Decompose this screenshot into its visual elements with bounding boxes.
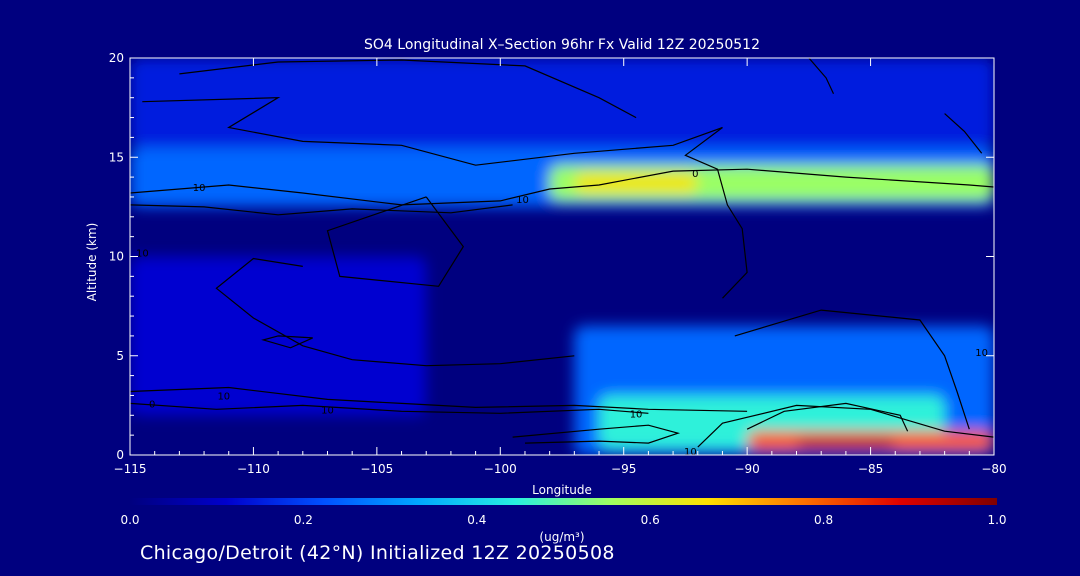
heatmap-cell bbox=[574, 173, 698, 193]
contour-line bbox=[215, 257, 575, 367]
contour-line bbox=[179, 59, 637, 119]
contour-line bbox=[746, 402, 909, 432]
contour-line bbox=[734, 309, 970, 430]
contour-line bbox=[130, 204, 513, 216]
contour-label: 10 bbox=[684, 447, 697, 458]
contour-label: 10 bbox=[321, 405, 334, 416]
contour-line bbox=[130, 402, 649, 414]
contour-label: 10 bbox=[193, 183, 206, 194]
contour-label: 10 bbox=[217, 391, 230, 402]
colorbar-tick-label: 0.0 bbox=[120, 513, 139, 527]
contour-line bbox=[326, 196, 465, 287]
y-tick-label: 15 bbox=[109, 150, 124, 164]
y-axis-label: Altitude (km) bbox=[85, 223, 99, 302]
contour-line bbox=[130, 386, 748, 412]
contour-lines bbox=[130, 58, 994, 448]
y-tick-label: 10 bbox=[109, 250, 124, 264]
contour-line bbox=[697, 404, 994, 448]
contour-label: 10 bbox=[630, 409, 643, 420]
x-tick-label: −110 bbox=[237, 462, 270, 476]
contour-line bbox=[261, 335, 313, 349]
contour-line bbox=[684, 127, 748, 299]
colorbar-units: (ug/m³) bbox=[539, 530, 584, 544]
contour-labels: 10 10 0 10 10 10 0 10 10 10 bbox=[136, 169, 988, 458]
footer-caption: Chicago/Detroit (42°N) Initialized 12Z 2… bbox=[140, 542, 615, 564]
y-axis: 0 5 10 15 20 bbox=[109, 51, 994, 462]
y-tick-label: 20 bbox=[109, 51, 124, 65]
colorbar-tick-label: 0.8 bbox=[814, 513, 833, 527]
contour-label: 0 bbox=[149, 399, 155, 410]
x-axis: −115 −110 −105 −100 −95 −90 −85 −80 bbox=[114, 58, 1007, 476]
contour-line bbox=[944, 113, 983, 154]
heatmap-cell bbox=[796, 439, 896, 450]
colorbar-tick-label: 0.2 bbox=[294, 513, 313, 527]
x-tick-label: −95 bbox=[611, 462, 636, 476]
colorbar-ticks: 0.0 0.2 0.4 0.6 0.8 1.0 bbox=[120, 513, 1006, 527]
x-tick-label: −80 bbox=[981, 462, 1006, 476]
x-tick-label: −105 bbox=[360, 462, 393, 476]
colorbar-tick-label: 1.0 bbox=[987, 513, 1006, 527]
y-tick-label: 5 bbox=[116, 349, 124, 363]
x-tick-label: −100 bbox=[484, 462, 517, 476]
x-tick-label: −115 bbox=[114, 462, 147, 476]
contour-line bbox=[512, 424, 681, 444]
colorbar-tick-label: 0.4 bbox=[467, 513, 486, 527]
x-tick-label: −85 bbox=[858, 462, 883, 476]
contour-line bbox=[808, 58, 835, 94]
x-axis-label: Longitude bbox=[532, 483, 592, 497]
contour-label: 0 bbox=[692, 169, 698, 180]
chart-title: SO4 Longitudinal X–Section 96hr Fx Valid… bbox=[364, 37, 760, 53]
y-tick-label: 0 bbox=[116, 448, 124, 462]
colorbar bbox=[130, 498, 997, 505]
colorbar-tick-label: 0.6 bbox=[641, 513, 660, 527]
heatmap-cell bbox=[130, 58, 994, 148]
contour-line bbox=[142, 97, 723, 166]
x-tick-label: −90 bbox=[734, 462, 759, 476]
contour-label: 10 bbox=[975, 348, 988, 359]
contour-label: 10 bbox=[136, 249, 149, 260]
contour-line bbox=[130, 168, 994, 206]
contour-label: 10 bbox=[516, 195, 529, 206]
